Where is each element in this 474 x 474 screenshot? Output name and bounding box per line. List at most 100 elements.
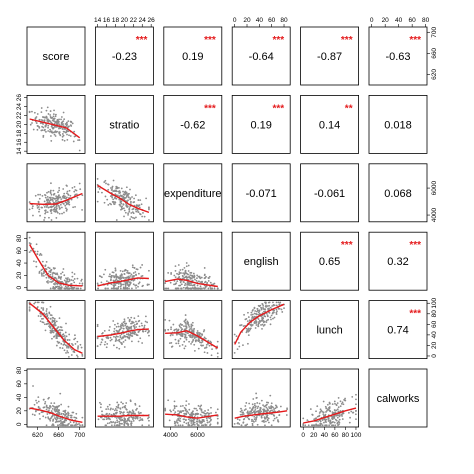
scatter-point bbox=[33, 111, 36, 114]
scatter-point bbox=[60, 403, 63, 406]
scatter-point bbox=[260, 410, 263, 413]
scatter-point bbox=[148, 269, 150, 272]
scatter-point bbox=[122, 195, 125, 198]
scatter-point bbox=[188, 403, 190, 405]
scatter-point bbox=[54, 210, 56, 213]
scatter-point bbox=[73, 273, 76, 275]
scatter-point bbox=[255, 313, 257, 315]
scatter-point bbox=[286, 407, 288, 410]
scatter-point bbox=[127, 423, 130, 426]
scatter-point bbox=[45, 273, 47, 276]
scatter-point bbox=[114, 269, 117, 272]
scatter-point bbox=[97, 418, 100, 421]
tick-label: 40 bbox=[16, 259, 23, 267]
scatter-point bbox=[69, 120, 72, 123]
scatter-point bbox=[146, 321, 149, 324]
scatter-point bbox=[59, 278, 62, 280]
scatter-point bbox=[63, 274, 66, 277]
scatter-point bbox=[258, 402, 261, 405]
scatter-point bbox=[127, 275, 130, 278]
scatter-point bbox=[336, 402, 339, 405]
panel-frame bbox=[163, 26, 223, 86]
scatter-point bbox=[108, 403, 111, 406]
scatter-point bbox=[129, 218, 132, 221]
scatter-point bbox=[58, 423, 61, 426]
scatter-point bbox=[261, 327, 263, 330]
scatter-point bbox=[190, 422, 193, 424]
scatter-point bbox=[69, 414, 72, 417]
scatter-point bbox=[114, 323, 116, 326]
scatter-point bbox=[77, 347, 79, 350]
scatter-point bbox=[39, 320, 42, 323]
scatter-point bbox=[173, 274, 176, 277]
scatter-point bbox=[129, 275, 132, 277]
scatter-point bbox=[209, 285, 211, 288]
scatter-point bbox=[249, 407, 251, 409]
tick-label: 40 bbox=[395, 17, 403, 24]
scatter-point bbox=[196, 277, 198, 280]
scatter-point bbox=[45, 408, 48, 411]
scatter-point bbox=[269, 394, 272, 397]
scatter-point bbox=[67, 120, 70, 123]
scatter-point bbox=[108, 422, 111, 424]
scatter-point bbox=[57, 275, 60, 278]
scatter-point bbox=[125, 186, 128, 189]
scatter-point bbox=[138, 206, 141, 209]
scatter-point bbox=[118, 186, 120, 189]
scatter-point bbox=[123, 318, 126, 321]
scatter-point bbox=[203, 277, 206, 280]
scatter-point bbox=[181, 277, 184, 280]
scatter-point bbox=[122, 277, 125, 280]
scatter-point bbox=[55, 416, 58, 418]
scatter-point bbox=[36, 250, 39, 253]
scatter-point bbox=[45, 109, 48, 112]
scatter-point bbox=[265, 319, 268, 322]
scatter-point bbox=[141, 424, 144, 427]
scatter-point bbox=[341, 401, 344, 404]
scatter-point bbox=[66, 350, 69, 352]
scatter-point bbox=[188, 282, 191, 285]
scatter-point bbox=[133, 197, 135, 200]
scatter-point bbox=[49, 110, 52, 112]
scatter-point bbox=[42, 274, 45, 277]
scatter-panel-calworks-vs-score bbox=[28, 385, 84, 427]
scatter-point bbox=[71, 186, 74, 189]
scatter-point bbox=[132, 212, 135, 215]
scatter-point bbox=[64, 344, 67, 347]
scatter-point bbox=[191, 336, 193, 339]
scatter-point bbox=[238, 423, 241, 425]
scatter-point bbox=[336, 421, 339, 424]
scatter-point bbox=[191, 334, 194, 337]
tick-label: 20 bbox=[310, 432, 318, 439]
scatter-point bbox=[28, 251, 31, 253]
scatter-point bbox=[315, 410, 317, 413]
scatter-point bbox=[122, 327, 125, 330]
scatter-point bbox=[186, 322, 189, 325]
scatter-point bbox=[38, 254, 41, 256]
scatter-point bbox=[134, 208, 137, 211]
scatter-point bbox=[201, 287, 203, 290]
scatter-point bbox=[81, 209, 83, 211]
scatter-point bbox=[110, 338, 113, 341]
scatter-point bbox=[67, 412, 70, 415]
scatter-point bbox=[216, 352, 219, 355]
scatter-point bbox=[127, 333, 130, 335]
scatter-point bbox=[112, 198, 115, 201]
scatter-point bbox=[58, 208, 61, 210]
scatter-point bbox=[181, 424, 184, 427]
scatter-point bbox=[49, 419, 52, 422]
scatter-point bbox=[281, 311, 284, 313]
scatter-point bbox=[64, 424, 67, 427]
scatter-point bbox=[182, 286, 185, 289]
scatter-point bbox=[72, 421, 75, 424]
scatter-point bbox=[207, 339, 210, 342]
scatter-point bbox=[70, 414, 73, 417]
scatter-point bbox=[51, 424, 53, 427]
scatter-point bbox=[187, 332, 189, 335]
scatter-point bbox=[252, 398, 255, 400]
scatter-point bbox=[148, 283, 150, 286]
scatter-point bbox=[183, 281, 185, 284]
scatter-point bbox=[109, 195, 112, 197]
scatter-point bbox=[44, 267, 47, 270]
scatter-point bbox=[49, 270, 52, 273]
